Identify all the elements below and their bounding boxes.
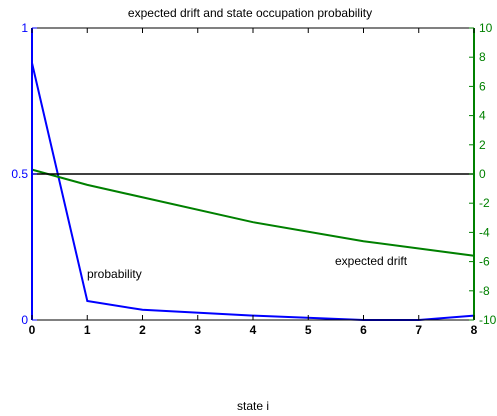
series-expected-drift	[31, 168, 475, 257]
x-tick-label: 4	[250, 323, 257, 337]
right-tick-label: 6	[479, 79, 486, 93]
left-tick-label: 1	[21, 21, 28, 35]
right-tick-label: -8	[479, 284, 490, 298]
left-tick-label: 0.5	[11, 167, 28, 181]
x-tick-label: 3	[194, 323, 201, 337]
x-tick-label: 5	[305, 323, 312, 337]
right-tick-label: -6	[479, 255, 490, 269]
right-tick-label: -2	[479, 196, 490, 210]
right-tick-label: 10	[479, 21, 493, 35]
x-tick-label: 1	[84, 323, 91, 337]
x-axis-label: state i	[237, 399, 269, 413]
annotation-expected-drift: expected drift	[335, 254, 408, 268]
right-tick-label: 8	[479, 50, 486, 64]
right-tick-label: -10	[479, 313, 497, 327]
left-axis-ticks: 00.51	[11, 21, 37, 327]
right-axis-ticks: -10 -8 -6 -4 -2 0 2 4 6 8 10	[469, 21, 497, 327]
right-tick-label: -4	[479, 225, 490, 239]
x-tick-label: 7	[415, 323, 422, 337]
right-tick-label: 2	[479, 138, 486, 152]
annotation-probability: probability	[87, 267, 142, 281]
x-tick-label: 6	[360, 323, 367, 337]
x-axis-ticks: 0 1 2 3 4 5 6 7 8	[29, 28, 478, 337]
x-tick-label: 2	[139, 323, 146, 337]
right-tick-label: 4	[479, 109, 486, 123]
left-tick-label: 0	[21, 313, 28, 327]
chart-title: expected drift and state occupation prob…	[128, 6, 372, 20]
right-tick-label: 0	[479, 167, 486, 181]
x-tick-label: 8	[471, 323, 478, 337]
x-tick-label: 0	[29, 323, 36, 337]
